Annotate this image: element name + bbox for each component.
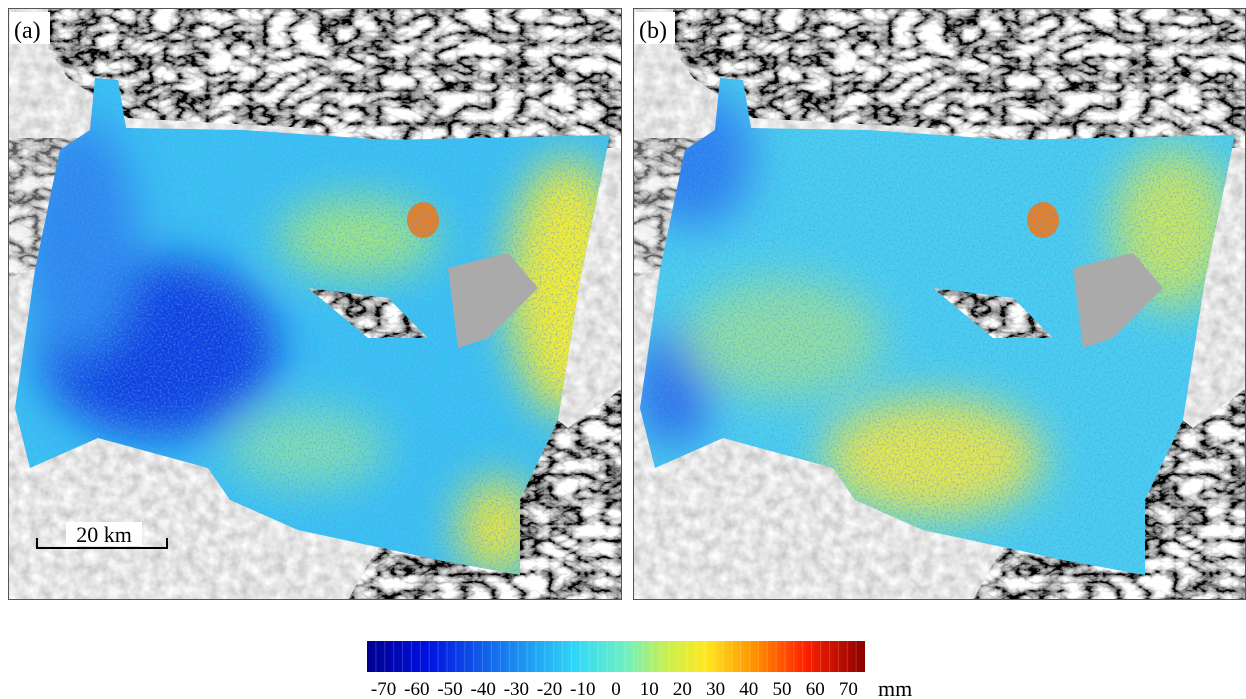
colorbar-tick-label: 70 (839, 679, 858, 699)
panel-label: (b) (639, 18, 667, 44)
colorbar-tick-label: 30 (706, 679, 725, 699)
panel-b: (b) (633, 8, 1246, 600)
colorbar-tick-label: 20 (673, 679, 692, 699)
colorbar-tick-label: -20 (537, 679, 562, 699)
figure: (a) 20 km (b) (0, 0, 1246, 699)
panel-label: (a) (14, 18, 41, 44)
colorbar: mm -70 -60 -50 -40 -30 -20 -10 0 10 20 30 40 50 60 70 (367, 641, 912, 699)
colorbar-tick-label: 0 (611, 679, 621, 699)
colorbar-tick-label: -70 (371, 679, 396, 699)
panel-a: (a) 20 km (8, 8, 628, 600)
colorbar-tick-label: -50 (437, 679, 462, 699)
colorbar-tick-label: -40 (471, 679, 496, 699)
colorbar-tick-label: -10 (570, 679, 595, 699)
page: (a) 20 km (b) (0, 0, 1246, 699)
colorbar-tick-label: 10 (640, 679, 659, 699)
colorbar-tick-label: -60 (404, 679, 429, 699)
colorbar-tick-label: 50 (773, 679, 792, 699)
colorbar-unit: mm (878, 676, 912, 699)
colorbar-tick-label: 60 (806, 679, 825, 699)
colorbar-tick-label: -30 (504, 679, 529, 699)
scale-bar-label: 20 km (76, 522, 132, 547)
colorbar-tick-label: 40 (739, 679, 758, 699)
